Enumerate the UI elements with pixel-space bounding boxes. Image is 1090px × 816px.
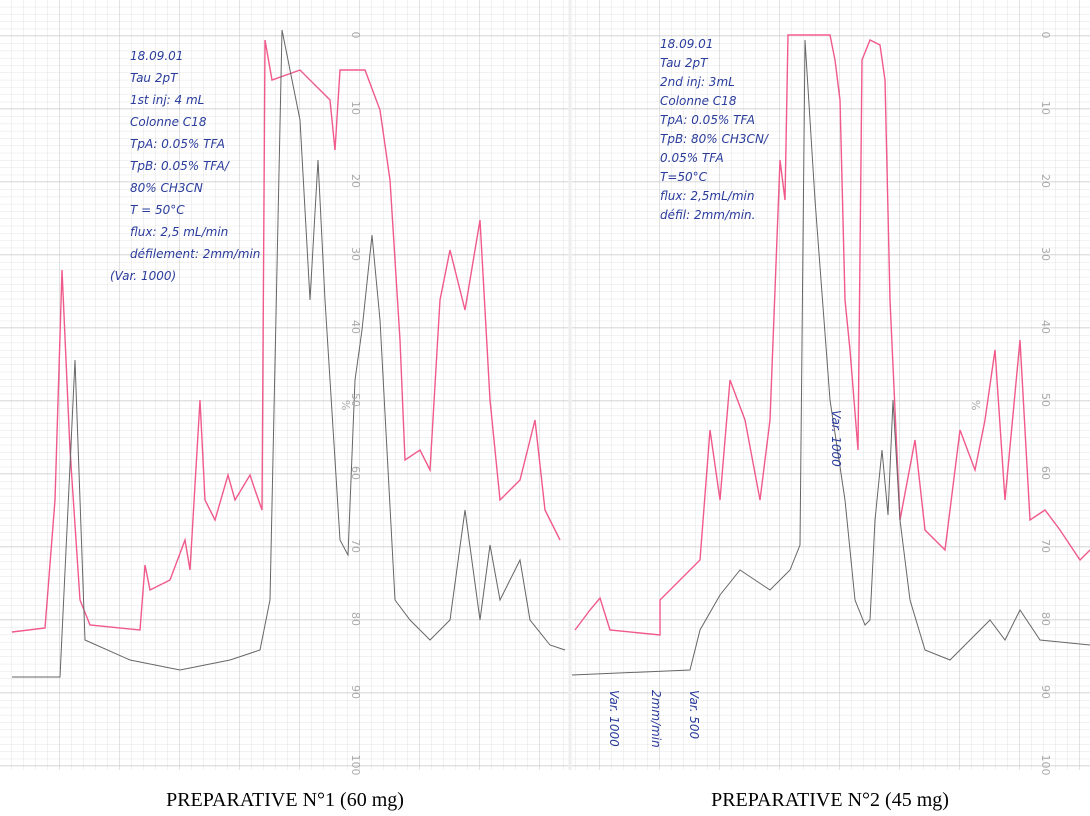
scale-label: 90 — [1039, 685, 1052, 699]
trace-note: Var. 500 — [687, 690, 701, 740]
handwritten-note: 0.05% TFA — [660, 151, 724, 165]
handwritten-note: 2nd inj: 3mL — [660, 75, 735, 89]
scale-label: 60 — [1039, 466, 1052, 480]
handwritten-note: flux: 2,5 mL/min — [130, 225, 228, 239]
scale-label: 40 — [1039, 320, 1052, 334]
handwritten-note: TpB: 80% CH3CN/ — [660, 132, 770, 146]
scale-label: 70 — [1039, 539, 1052, 553]
percent-sign: % — [969, 400, 982, 410]
handwritten-note: Colonne C18 — [130, 115, 207, 129]
trace-note: Var. 1000 — [607, 690, 621, 747]
scale-label: 80 — [1039, 612, 1052, 626]
scale-label: 100 — [1039, 755, 1052, 776]
trace-gray-2 — [571, 39, 1090, 676]
trace-note: Var. 1000 — [829, 410, 843, 467]
handwritten-note: TpA: 0.05% TFA — [660, 113, 755, 127]
handwritten-note: TpB: 0.05% TFA/ — [130, 159, 231, 173]
scale-label: 100 — [349, 755, 362, 776]
caption: PREPARATIVE N°2 (45 mg) — [711, 789, 949, 811]
trace-gray-1 — [12, 29, 566, 678]
handwritten-note: T = 50°C — [130, 203, 185, 217]
handwritten-note: flux: 2,5mL/min — [660, 189, 754, 203]
scale-label: 0 — [1039, 32, 1052, 39]
scale-label: 60 — [349, 466, 362, 480]
scale-label: 80 — [349, 612, 362, 626]
scale-label: 10 — [349, 101, 362, 115]
scale-label: 20 — [349, 174, 362, 188]
scale-label: 40 — [349, 320, 362, 334]
scale-label: 50 — [1039, 393, 1052, 407]
scale-label: 70 — [349, 539, 362, 553]
handwritten-note: Tau 2pT — [130, 71, 179, 85]
scale-label: 10 — [1039, 101, 1052, 115]
handwritten-note: défilement: 2mm/min — [130, 247, 260, 261]
caption: PREPARATIVE N°1 (60 mg) — [166, 789, 404, 811]
handwritten-note: (Var. 1000) — [110, 269, 176, 283]
chart-paper-major-grid — [0, 0, 1090, 770]
scale-label: 90 — [349, 685, 362, 699]
handwritten-note: Colonne C18 — [660, 94, 737, 108]
handwritten-note: défil: 2mm/min. — [660, 208, 755, 222]
trace-note: 2mm/min — [649, 690, 663, 748]
scale-label: 0 — [349, 32, 362, 39]
trace-pink-1 — [11, 39, 561, 633]
handwritten-note: T=50°C — [660, 170, 708, 184]
handwritten-note: Tau 2pT — [660, 56, 709, 70]
handwritten-note: TpA: 0.05% TFA — [130, 137, 225, 151]
handwritten-note: 80% CH3CN — [130, 181, 203, 195]
handwritten-note: 18.09.01 — [660, 37, 713, 51]
scale-label: 20 — [1039, 174, 1052, 188]
trace-pink-2 — [574, 34, 1090, 636]
scale-label: 50 — [349, 393, 362, 407]
handwritten-note: 18.09.01 — [130, 49, 183, 63]
handwritten-note: 1st inj: 4 mL — [130, 93, 204, 107]
scale-label: 30 — [1039, 247, 1052, 261]
scale-label: 30 — [349, 247, 362, 261]
percent-sign: % — [339, 400, 352, 410]
